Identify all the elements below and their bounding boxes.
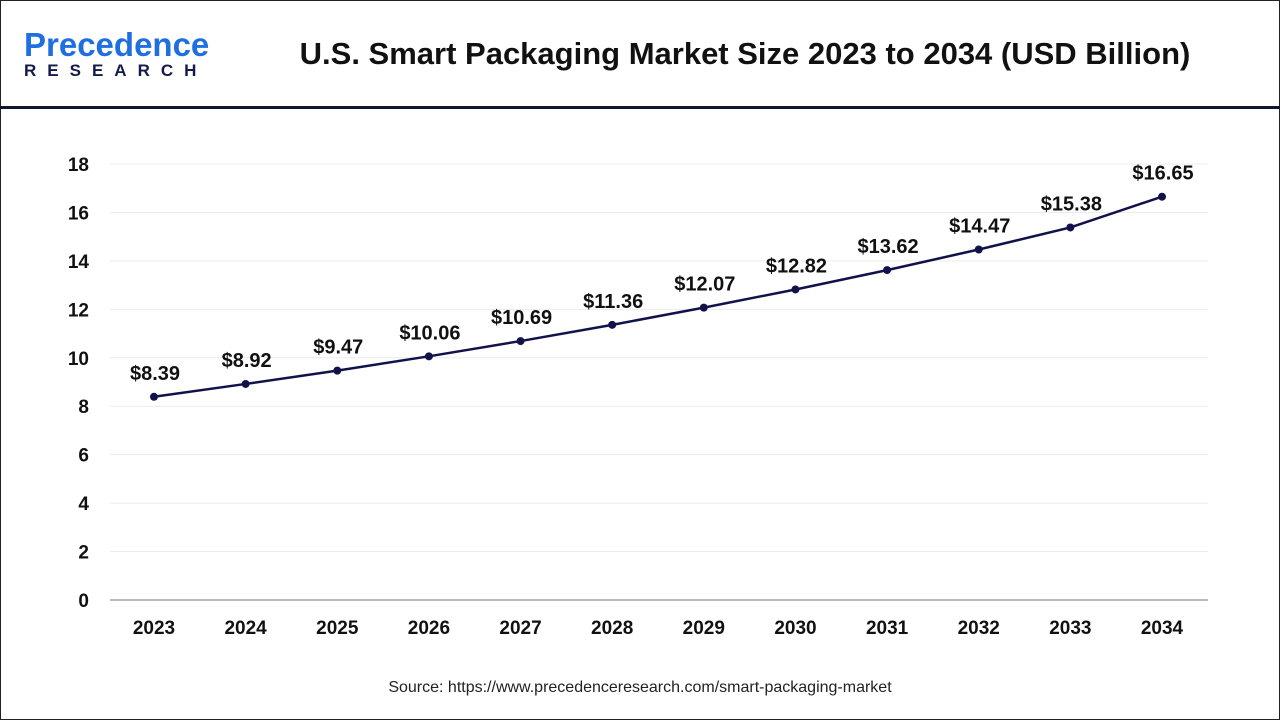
y-tick-label: 6	[78, 446, 89, 467]
series-line	[153, 195, 1163, 399]
x-tick-label: 2023	[133, 618, 175, 639]
x-tick-label: 2028	[591, 618, 633, 639]
y-tick-label: 18	[68, 155, 89, 176]
data-label: $13.62	[858, 236, 919, 258]
source-text: Source: https://www.precedenceresearch.c…	[388, 679, 892, 696]
x-tick-label: 2029	[683, 618, 725, 639]
x-tick-label: 2030	[774, 618, 816, 639]
header: Precedence RESEARCH U.S. Smart Packaging…	[0, 0, 1280, 109]
data-point	[608, 320, 617, 329]
data-point	[424, 352, 433, 361]
data-label: $8.39	[130, 363, 180, 385]
data-label: $10.06	[399, 322, 460, 344]
x-tick-label: 2031	[866, 618, 909, 639]
x-tick-label: 2032	[958, 618, 1000, 639]
y-tick-label: 14	[68, 252, 90, 273]
data-point	[150, 392, 158, 401]
x-tick-label: 2033	[1049, 618, 1091, 639]
x-tick-label: 2034	[1141, 618, 1184, 639]
data-point	[333, 366, 342, 375]
x-tick-label: 2027	[499, 618, 541, 639]
data-label: $12.07	[674, 274, 735, 296]
data-label: $8.92	[222, 350, 272, 372]
data-point	[883, 266, 892, 275]
y-tick-label: 8	[78, 397, 89, 418]
precedence-research-logo: Precedence RESEARCH	[24, 28, 209, 80]
data-label: $12.82	[766, 255, 827, 277]
data-label: $10.69	[491, 307, 552, 329]
chart-title: U.S. Smart Packaging Market Size 2023 to…	[299, 36, 1191, 71]
data-point	[699, 303, 708, 312]
data-label: $16.65	[1132, 163, 1193, 185]
data-label: $9.47	[313, 337, 363, 359]
data-point	[1066, 223, 1075, 232]
logo-line1: Precedence	[24, 26, 210, 63]
x-tick-label: 2026	[408, 618, 450, 639]
y-tick-label: 16	[68, 203, 89, 224]
data-label: $14.47	[949, 216, 1010, 238]
y-tick-label: 12	[68, 300, 89, 321]
data-point	[241, 379, 250, 388]
data-point	[974, 245, 983, 254]
data-label: $11.36	[583, 291, 643, 313]
y-tick-label: 2	[78, 543, 89, 564]
y-tick-label: 10	[68, 349, 89, 370]
data-point	[1158, 192, 1166, 201]
logo-line2: RESEARCH	[24, 61, 208, 80]
x-tick-label: 2024	[224, 618, 267, 639]
data-point	[791, 285, 800, 294]
data-label: $15.38	[1041, 193, 1102, 215]
x-tick-label: 2025	[316, 618, 359, 639]
y-tick-label: 4	[78, 494, 89, 515]
data-point	[516, 337, 525, 346]
y-tick-label: 0	[78, 591, 89, 612]
